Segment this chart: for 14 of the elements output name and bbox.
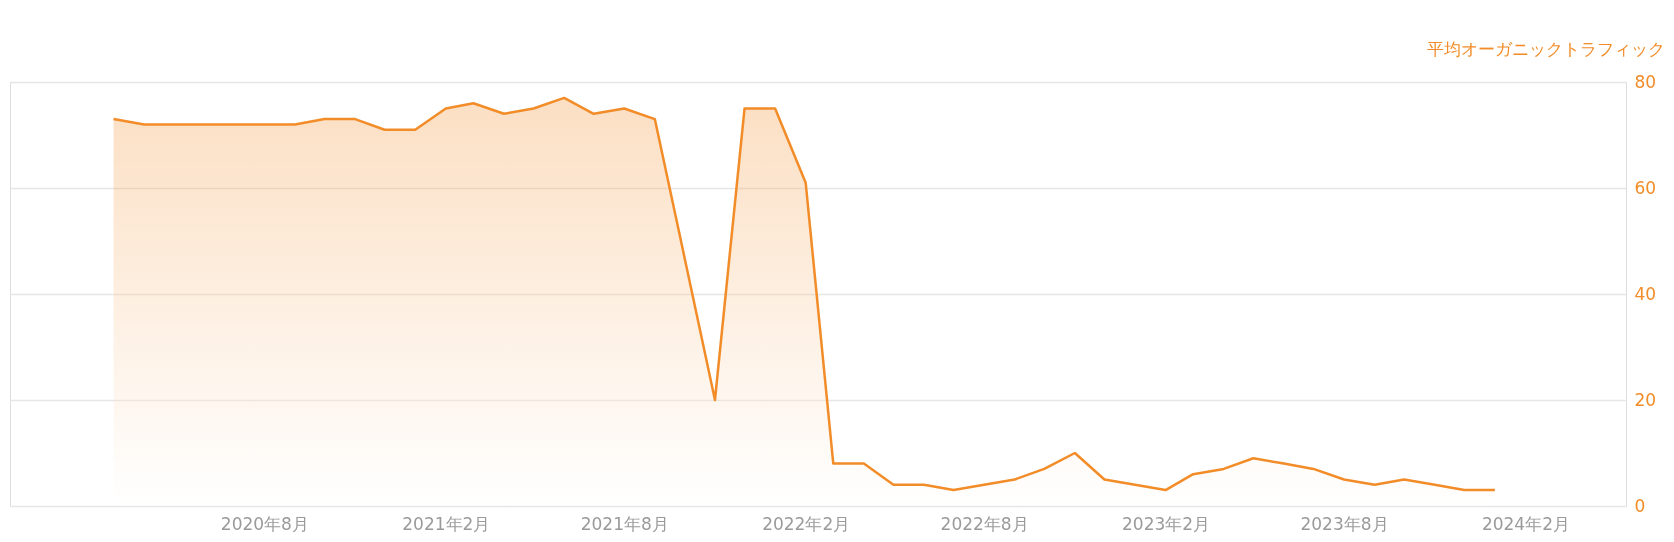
x-tick-label: 2021年8月 — [580, 513, 669, 534]
y-tick-label: 20 — [1634, 389, 1657, 410]
y-tick-label: 80 — [1634, 71, 1657, 92]
y-tick-label: 60 — [1634, 177, 1657, 198]
x-tick-label: 2022年2月 — [762, 513, 851, 534]
x-tick-label: 2021年2月 — [402, 513, 491, 534]
y-axis-title: 平均オーガニックトラフィック — [1426, 38, 1665, 59]
y-tick-label: 40 — [1634, 283, 1657, 304]
x-tick-label: 2023年2月 — [1122, 513, 1211, 534]
x-tick-label: 2023年8月 — [1300, 513, 1389, 534]
x-tick-label: 2022年8月 — [940, 513, 1029, 534]
x-tick-label: 2024年2月 — [1481, 513, 1570, 534]
y-tick-label: 0 — [1634, 495, 1646, 516]
x-tick-label: 2020年8月 — [220, 513, 309, 534]
